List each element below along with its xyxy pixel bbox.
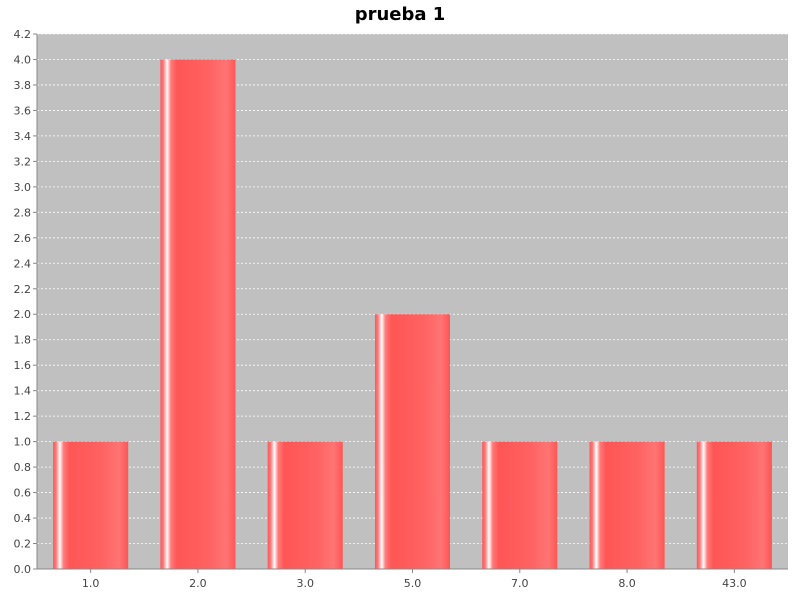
y-tick-label: 0.2 bbox=[14, 538, 32, 551]
y-tick-label: 2.2 bbox=[14, 283, 32, 296]
y-tick-label: 0.4 bbox=[14, 512, 32, 525]
bar-8.0 bbox=[589, 441, 665, 569]
y-tick-label: 0.0 bbox=[14, 563, 32, 576]
y-tick-label: 0.6 bbox=[14, 487, 32, 500]
y-tick-labels: 0.0 0.2 0.4 0.6 0.8 1.0 1.2 1.4 1.6 1.8 2.0 2.2 2.4 2… bbox=[14, 28, 37, 576]
y-tick-label: 2.4 bbox=[14, 257, 32, 270]
x-tick-label: 3.0 bbox=[296, 577, 314, 590]
x-tick-label: 7.0 bbox=[511, 577, 529, 590]
y-tick-label: 1.2 bbox=[14, 410, 32, 423]
bar-2.0 bbox=[160, 59, 236, 569]
y-tick-label: 3.6 bbox=[14, 104, 32, 117]
y-tick-label: 2.0 bbox=[14, 308, 32, 321]
bar-1.0 bbox=[53, 441, 129, 569]
y-tick-label: 3.0 bbox=[14, 181, 32, 194]
y-tick-label: 2.6 bbox=[14, 232, 32, 245]
bar-5.0 bbox=[374, 314, 451, 569]
bar-7.0 bbox=[482, 441, 558, 569]
y-tick-label: 1.4 bbox=[14, 385, 32, 398]
y-tick-label: 4.2 bbox=[14, 28, 32, 41]
x-tick-label: 2.0 bbox=[189, 577, 207, 590]
bar-3.0 bbox=[267, 441, 343, 569]
y-tick-label: 1.6 bbox=[14, 359, 32, 372]
x-tick-label: 8.0 bbox=[618, 577, 636, 590]
x-tick-label: 5.0 bbox=[404, 577, 422, 590]
y-tick-label: 2.8 bbox=[14, 206, 32, 219]
y-tick-label: 1.0 bbox=[14, 436, 32, 449]
y-tick-label: 3.4 bbox=[14, 130, 32, 143]
x-tick-label: 1.0 bbox=[82, 577, 100, 590]
y-tick-label: 1.8 bbox=[14, 334, 32, 347]
y-tick-label: 3.8 bbox=[14, 79, 32, 92]
bar-43.0 bbox=[696, 441, 772, 569]
chart-title: prueba 1 bbox=[354, 4, 446, 25]
x-tick-labels: 1.0 2.0 3.0 5.0 7.0 8.0 43.0 bbox=[82, 569, 747, 590]
x-tick-label: 43.0 bbox=[722, 577, 747, 590]
y-tick-label: 4.0 bbox=[14, 53, 32, 66]
y-tick-label: 0.8 bbox=[14, 461, 32, 474]
bars bbox=[53, 59, 772, 569]
y-tick-label: 3.2 bbox=[14, 155, 32, 168]
